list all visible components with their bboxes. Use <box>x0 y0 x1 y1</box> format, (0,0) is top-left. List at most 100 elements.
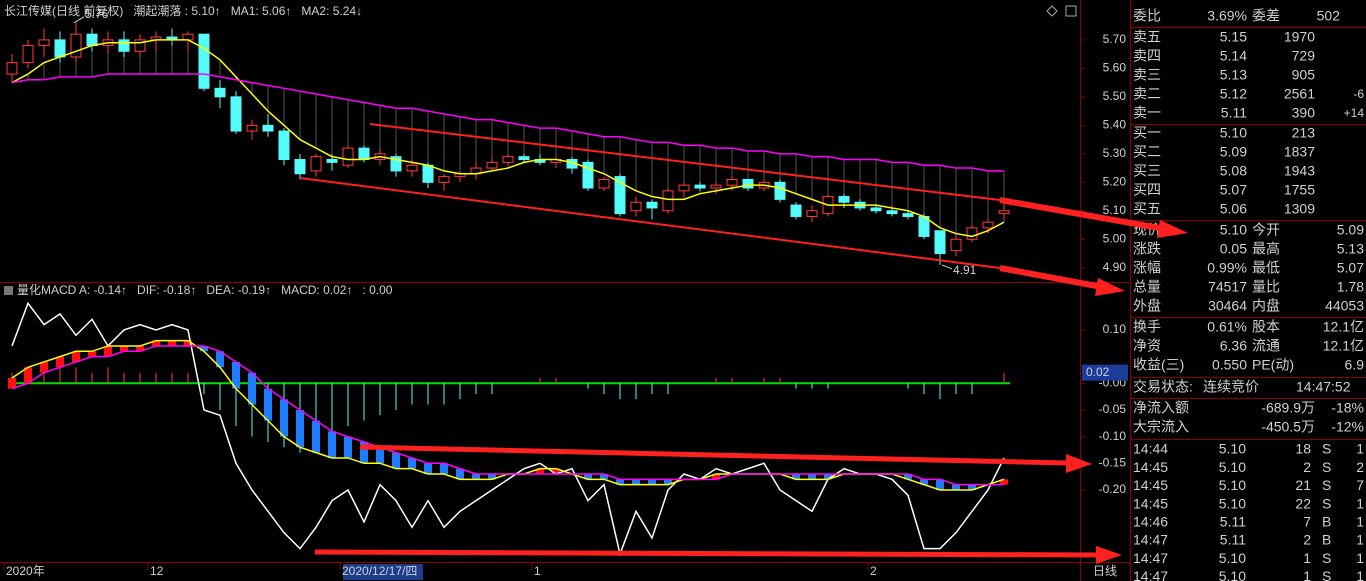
candle-body <box>134 39 146 52</box>
quote-cell: 14:45 <box>1133 459 1168 475</box>
quote-cell: 1309 <box>1284 201 1315 217</box>
dif-dea-block <box>360 441 368 464</box>
quote-cell: 14:46 <box>1133 514 1168 530</box>
dif-dea-block <box>488 473 496 480</box>
y-tick-label: 5.40 <box>1103 118 1127 132</box>
icon[interactable] <box>4 286 13 295</box>
candle-body <box>6 62 18 75</box>
quote-cell: 14:47 <box>1133 532 1168 548</box>
candle-body <box>294 159 306 175</box>
dif-dea-block <box>808 473 816 480</box>
candle-body <box>278 130 290 161</box>
dif-dea-block <box>712 473 720 480</box>
dif-dea-block <box>392 452 400 469</box>
cursor-date-bg <box>343 564 423 580</box>
quote-cell: 5.11 <box>1221 105 1247 121</box>
macd-line <box>11 301 1005 557</box>
quote-cell: 换手 <box>1133 319 1161 335</box>
quote-cell: 1 <box>1356 550 1364 566</box>
x-tick-label: 1 <box>534 564 541 578</box>
quote-cell: 买四 <box>1133 182 1161 198</box>
quote-cell: 1 <box>1303 568 1311 581</box>
quote-cell: S <box>1322 459 1331 475</box>
candle-body <box>358 147 370 161</box>
quote-cell: 内盘 <box>1252 298 1280 314</box>
quote-cell: 涨幅 <box>1133 260 1161 276</box>
legend-item: MACD: 0.02↑ <box>281 283 352 297</box>
quote-cell: 5.09 <box>1220 144 1247 160</box>
quote-cell: 量比 <box>1252 279 1280 295</box>
dif-dea-block <box>280 399 288 437</box>
quote-cell: 最高 <box>1252 241 1280 257</box>
dif-dea-block <box>344 436 352 458</box>
quote-cell: 1 <box>1303 550 1311 566</box>
dif-dea-block <box>456 468 464 480</box>
arrow-head <box>1157 220 1188 238</box>
trend-line <box>299 177 1001 269</box>
dif-dea-block <box>232 361 240 389</box>
quote-cell: 外盘 <box>1133 298 1161 314</box>
candle-body <box>438 176 450 183</box>
dif-dea-block <box>264 388 272 421</box>
legend-item: 潮起潮落 : 5.10↑ <box>133 3 220 18</box>
y-tick-label: 4.90 <box>1103 260 1127 274</box>
y-tick-label: 5.20 <box>1103 174 1127 188</box>
dif-dea-block <box>248 372 256 405</box>
candle-body <box>630 201 642 212</box>
quote-cell: S <box>1322 441 1331 457</box>
dif-dea-block <box>824 473 832 480</box>
dif-dea-block <box>536 468 544 474</box>
candle-body <box>598 178 610 189</box>
candle-body <box>86 33 98 47</box>
dif-dea-block <box>24 367 32 384</box>
candle-body <box>582 161 594 189</box>
quote-cell: 今开 <box>1252 222 1280 238</box>
dif-dea-block <box>184 340 192 346</box>
dif-dea-block <box>312 420 320 453</box>
icon[interactable] <box>1046 5 1058 17</box>
candle-body <box>310 156 322 172</box>
candle-body <box>70 33 82 58</box>
content: 4.90 5.00 5.10 5.20 5.30 5.40 5.50 5.60 5.70 5.76… <box>3 3 1366 581</box>
quote-cell: 2 <box>1303 532 1311 548</box>
candle-body <box>486 161 498 169</box>
quote-cell: 1 <box>1356 495 1364 511</box>
annotation-arrows <box>299 123 1188 564</box>
window-icons <box>4 5 1077 295</box>
quote-cell: -18% <box>1331 400 1364 416</box>
quote-cell: 0.550 <box>1212 357 1247 373</box>
quote-cell: 2561 <box>1284 86 1315 102</box>
quote-cell: 12.1亿 <box>1323 319 1364 335</box>
quote-cell: 5.13 <box>1337 241 1364 257</box>
dif-dea-block <box>904 473 912 480</box>
candle-body <box>326 159 338 163</box>
dif-dea-block <box>56 356 64 368</box>
quote-cell: 1970 <box>1284 29 1315 45</box>
quote-cell: 买三 <box>1133 163 1161 179</box>
quote-cell: 买一 <box>1133 125 1161 141</box>
quote-cell: 1 <box>1356 532 1364 548</box>
quote-cell: -12% <box>1331 419 1364 435</box>
quote-cell: 净资 <box>1133 338 1161 354</box>
last-value-label: 0.02 <box>1086 365 1110 379</box>
quote-cell: 30464 <box>1208 298 1247 314</box>
quote-cell: 5.10 <box>1219 477 1246 493</box>
quote-cell: 14:45 <box>1133 495 1168 511</box>
quote-cell: -6 <box>1353 87 1364 101</box>
candle-body <box>806 210 818 217</box>
candle-body <box>54 39 66 58</box>
icon[interactable] <box>1065 5 1077 17</box>
candle-body <box>886 210 898 215</box>
ma-line <box>11 73 1004 172</box>
quote-cell: 7 <box>1303 514 1311 530</box>
arrow <box>999 197 1166 232</box>
quote-cell: 大宗流入 <box>1133 419 1189 435</box>
y-tick-label: 5.70 <box>1103 32 1127 46</box>
candle-body <box>342 147 354 166</box>
period-label: 日线 <box>1093 564 1117 578</box>
low-label: 4.91 <box>953 263 977 277</box>
legend-item: : 0.00 <box>362 283 392 297</box>
dif-dea-block <box>936 479 944 490</box>
quote-cell: -450.5万 <box>1261 419 1315 435</box>
